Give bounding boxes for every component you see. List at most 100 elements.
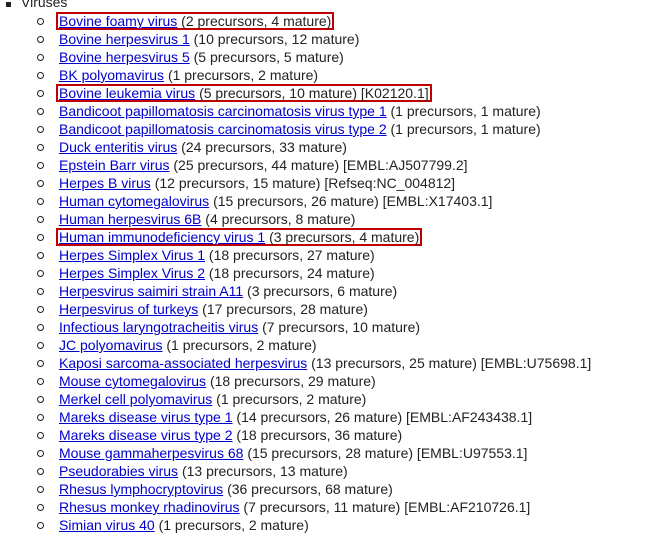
virus-link[interactable]: Merkel cell polyomavirus [59, 391, 213, 407]
virus-link[interactable]: Bandicoot papillomatosis carcinomatosis … [59, 103, 387, 119]
bullet [6, 2, 11, 7]
item-box: Bandicoot papillomatosis carcinomatosis … [56, 102, 544, 120]
virus-detail: (10 precursors, 12 mature) [193, 31, 360, 47]
list-item: Bovine foamy virus (2 precursors, 4 matu… [0, 12, 594, 30]
list-item: Epstein Barr virus (25 precursors, 44 ma… [0, 156, 594, 174]
item-box: Bovine leukemia virus (5 precursors, 10 … [56, 84, 432, 102]
virus-link[interactable]: Human immunodeficiency virus 1 [59, 229, 266, 245]
virus-detail: (1 precursors, 1 mature) [390, 121, 541, 137]
list-item: Mouse cytomegalovirus (18 precursors, 29… [0, 372, 594, 390]
virus-detail: (3 precursors, 6 mature) [247, 283, 398, 299]
virus-link[interactable]: Bovine herpesvirus 1 [59, 31, 190, 47]
virus-detail: (13 precursors, 25 mature) [EMBL:U75698.… [311, 355, 592, 371]
virus-detail: (1 precursors, 2 mature) [158, 517, 309, 533]
item-box: Herpes B virus (12 precursors, 15 mature… [56, 174, 458, 192]
item-box: Bovine herpesvirus 5 (5 precursors, 5 ma… [56, 48, 347, 66]
virus-link[interactable]: Duck enteritis virus [59, 139, 178, 155]
list-item: Rhesus lymphocryptovirus (36 precursors,… [0, 480, 594, 498]
virus-detail: (15 precursors, 26 mature) [EMBL:X17403.… [213, 193, 493, 209]
item-box: Mareks disease virus type 2 (18 precurso… [56, 426, 405, 444]
item-box: Kaposi sarcoma-associated herpesvirus (1… [56, 354, 594, 372]
list-item: Infectious laryngotracheitis virus (7 pr… [0, 318, 594, 336]
virus-detail: (7 precursors, 11 mature) [EMBL:AF210726… [243, 499, 531, 515]
list-item: Bovine leukemia virus (5 precursors, 10 … [0, 84, 594, 102]
virus-detail: (17 precursors, 28 mature) [202, 301, 368, 317]
item-box: Pseudorabies virus (13 precursors, 13 ma… [56, 462, 351, 480]
list-item: Herpes Simplex Virus 2 (18 precursors, 2… [0, 264, 594, 282]
item-box: Herpesvirus of turkeys (17 precursors, 2… [56, 300, 371, 318]
virus-detail: (18 precursors, 29 mature) [209, 373, 376, 389]
virus-detail: (5 precursors, 10 mature) [K02120.1] [199, 85, 429, 101]
list-item: Bandicoot papillomatosis carcinomatosis … [0, 102, 594, 120]
virus-link[interactable]: Kaposi sarcoma-associated herpesvirus [59, 355, 308, 371]
item-box: Simian virus 40 (1 precursors, 2 mature) [56, 516, 312, 534]
list-item: Herpesvirus of turkeys (17 precursors, 2… [0, 300, 594, 318]
virus-detail: (2 precursors, 4 mature) [181, 13, 332, 29]
virus-link[interactable]: Bovine herpesvirus 5 [59, 49, 190, 65]
list-item: Rhesus monkey rhadinovirus (7 precursors… [0, 498, 594, 516]
list-item: Duck enteritis virus (24 precursors, 33 … [0, 138, 594, 156]
virus-link[interactable]: Infectious laryngotracheitis virus [59, 319, 259, 335]
virus-link[interactable]: Mouse gammaherpesvirus 68 [59, 445, 244, 461]
virus-link[interactable]: Herpes Simplex Virus 1 [59, 247, 206, 263]
virus-detail: (36 precursors, 68 mature) [227, 481, 393, 497]
virus-link[interactable]: Rhesus lymphocryptovirus [59, 481, 224, 497]
virus-link[interactable]: Bovine leukemia virus [59, 85, 196, 101]
item-box: Human immunodeficiency virus 1 (3 precur… [56, 228, 423, 246]
list-item: BK polyomavirus (1 precursors, 2 mature) [0, 66, 594, 84]
virus-detail: (18 precursors, 24 mature) [208, 265, 375, 281]
virus-detail: (13 precursors, 13 mature) [181, 463, 348, 479]
list-item: JC polyomavirus (1 precursors, 2 mature) [0, 336, 594, 354]
virus-detail: (1 precursors, 1 mature) [390, 103, 541, 119]
virus-detail: (4 precursors, 8 mature) [205, 211, 356, 227]
virus-detail: (7 precursors, 10 mature) [262, 319, 421, 335]
item-box: Mouse gammaherpesvirus 68 (15 precursors… [56, 444, 530, 462]
list-item: Mareks disease virus type 1 (14 precurso… [0, 408, 594, 426]
item-box: Human herpesvirus 6B (4 precursors, 8 ma… [56, 210, 358, 228]
virus-detail: (12 precursors, 15 mature) [Refseq:NC_00… [154, 175, 456, 191]
virus-link[interactable]: Mareks disease virus type 1 [59, 409, 233, 425]
virus-link[interactable]: Herpes B virus [59, 175, 151, 191]
item-box: Bovine herpesvirus 1 (10 precursors, 12 … [56, 30, 362, 48]
virus-link[interactable]: JC polyomavirus [59, 337, 163, 353]
item-box: Bovine foamy virus (2 precursors, 4 matu… [56, 12, 335, 30]
virus-link[interactable]: Human cytomegalovirus [59, 193, 210, 209]
virus-link[interactable]: Herpes Simplex Virus 2 [59, 265, 206, 281]
item-box: Infectious laryngotracheitis virus (7 pr… [56, 318, 423, 336]
list-item: Bovine herpesvirus 1 (10 precursors, 12 … [0, 30, 594, 48]
virus-link[interactable]: Bovine foamy virus [59, 13, 178, 29]
virus-link[interactable]: Herpesvirus saimiri strain A11 [59, 283, 244, 299]
virus-link[interactable]: Epstein Barr virus [59, 157, 170, 173]
item-box: Merkel cell polyomavirus (1 precursors, … [56, 390, 369, 408]
virus-detail: (1 precursors, 2 mature) [167, 67, 319, 83]
list-item: Human immunodeficiency virus 1 (3 precur… [0, 228, 594, 246]
virus-detail: (15 precursors, 28 mature) [EMBL:U97553.… [247, 445, 528, 461]
item-box: Herpes Simplex Virus 1 (18 precursors, 2… [56, 246, 378, 264]
virus-link[interactable]: Mouse cytomegalovirus [59, 373, 207, 389]
list-item: Herpesvirus saimiri strain A11 (3 precur… [0, 282, 594, 300]
virus-list: Bovine foamy virus (2 precursors, 4 matu… [0, 12, 594, 534]
virus-link[interactable]: Human herpesvirus 6B [59, 211, 202, 227]
list-item: Herpes Simplex Virus 1 (18 precursors, 2… [0, 246, 594, 264]
item-box: Herpesvirus saimiri strain A11 (3 precur… [56, 282, 400, 300]
virus-link[interactable]: Pseudorabies virus [59, 463, 179, 479]
virus-link[interactable]: Bandicoot papillomatosis carcinomatosis … [59, 121, 387, 137]
list-item: Human herpesvirus 6B (4 precursors, 8 ma… [0, 210, 594, 228]
virus-link[interactable]: BK polyomavirus [59, 67, 165, 83]
item-box: Herpes Simplex Virus 2 (18 precursors, 2… [56, 264, 378, 282]
item-box: JC polyomavirus (1 precursors, 2 mature) [56, 336, 320, 354]
virus-detail: (18 precursors, 27 mature) [208, 247, 375, 263]
item-box: Epstein Barr virus (25 precursors, 44 ma… [56, 156, 471, 174]
virus-link[interactable]: Herpesvirus of turkeys [59, 301, 199, 317]
item-box: Rhesus monkey rhadinovirus (7 precursors… [56, 498, 533, 516]
heading: Viruses [21, 0, 68, 10]
list-item: Herpes B virus (12 precursors, 15 mature… [0, 174, 594, 192]
virus-link[interactable]: Simian virus 40 [59, 517, 155, 533]
virus-link[interactable]: Rhesus monkey rhadinovirus [59, 499, 240, 515]
item-box: Bandicoot papillomatosis carcinomatosis … [56, 120, 544, 138]
list-item: Mouse gammaherpesvirus 68 (15 precursors… [0, 444, 594, 462]
item-box: BK polyomavirus (1 precursors, 2 mature) [56, 66, 321, 84]
list-item: Merkel cell polyomavirus (1 precursors, … [0, 390, 594, 408]
virus-link[interactable]: Mareks disease virus type 2 [59, 427, 233, 443]
